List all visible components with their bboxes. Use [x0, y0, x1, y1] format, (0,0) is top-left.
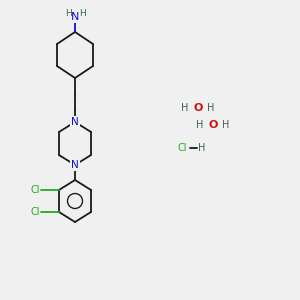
- Text: H: H: [79, 8, 86, 17]
- Text: N: N: [71, 117, 79, 127]
- Text: H: H: [64, 8, 71, 17]
- Text: Cl: Cl: [177, 143, 187, 153]
- Text: N: N: [71, 160, 79, 170]
- Text: H: H: [222, 120, 230, 130]
- Text: Cl: Cl: [31, 185, 40, 195]
- Text: O: O: [193, 103, 203, 113]
- Text: Cl: Cl: [31, 207, 40, 217]
- Text: O: O: [208, 120, 218, 130]
- Text: H: H: [181, 103, 189, 113]
- Text: N: N: [71, 12, 79, 22]
- Text: H: H: [207, 103, 215, 113]
- Text: H: H: [198, 143, 206, 153]
- Text: H: H: [196, 120, 204, 130]
